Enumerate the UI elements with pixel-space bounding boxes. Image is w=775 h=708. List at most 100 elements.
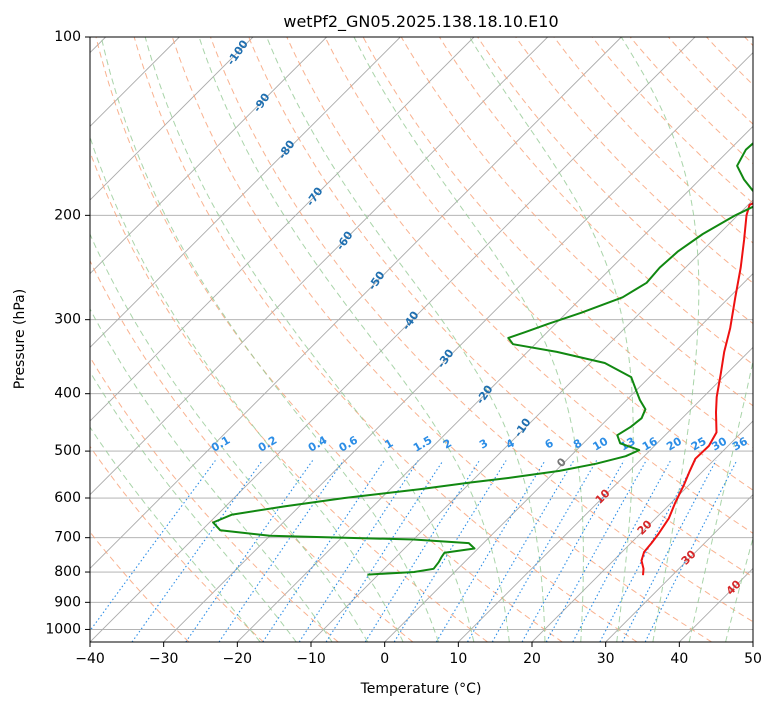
dry-adiabat — [362, 37, 753, 449]
dry-adiabat — [90, 356, 339, 642]
dry-adiabat — [629, 37, 753, 165]
x-tick-label: 20 — [523, 651, 541, 667]
moist-adiabat — [90, 232, 369, 642]
y-tick-label: 300 — [54, 312, 81, 328]
moist-adiabat — [725, 536, 753, 642]
wetbulb-label: 30 — [679, 547, 699, 567]
dry-adiabat — [90, 531, 190, 642]
isotherm-line — [531, 420, 753, 642]
background-lines — [90, 37, 753, 642]
moist-adiabat — [266, 37, 546, 642]
y-tick-label: 100 — [54, 29, 81, 45]
mixing-ratio-line — [364, 460, 480, 642]
wetbulb-label: 20 — [635, 517, 655, 537]
y-tick-label: 700 — [54, 530, 81, 546]
isotherm-line — [605, 494, 753, 642]
dry-adiabat — [400, 37, 753, 407]
mixing-ratio-label: 4 — [504, 436, 517, 451]
moist-adiabat — [90, 135, 404, 642]
isotherm-line — [90, 37, 548, 496]
y-tick-label: 900 — [54, 594, 81, 610]
x-tick-label: 10 — [449, 651, 467, 667]
mixing-ratio-line — [599, 460, 696, 642]
isotherm-line — [384, 273, 753, 642]
isotherm-line — [90, 37, 327, 275]
mixing-ratio-line — [218, 460, 344, 642]
mixing-ratio-line — [393, 460, 507, 642]
mixing-ratio-line — [435, 460, 546, 642]
y-axis-label: Pressure (hPa) — [12, 289, 28, 389]
x-tick-label: −30 — [149, 651, 179, 667]
x-tick-label: −20 — [223, 651, 253, 667]
sounding-profiles — [212, 142, 753, 576]
y-tick-label: 600 — [54, 490, 81, 506]
dry-adiabat — [591, 37, 753, 204]
mixing-ratio-line — [262, 460, 385, 642]
moist-adiabat — [469, 37, 634, 642]
plot-frame — [89, 36, 754, 643]
x-tick-label: 50 — [744, 651, 762, 667]
mixing-ratio-label: 2 — [441, 437, 454, 452]
chart-title: wetPf2_GN05.2025.138.18.10.E10 — [283, 12, 558, 32]
dry-adiabat — [90, 150, 488, 642]
moist-adiabat — [90, 370, 297, 642]
moist-adiabat — [90, 426, 261, 642]
mixing-ratio-line — [90, 460, 216, 632]
skewed-temp-label: -30 — [435, 347, 457, 371]
dry-adiabat — [90, 259, 414, 642]
dewpoint-profile-line — [212, 142, 753, 576]
dry-adiabat — [90, 445, 264, 642]
mixing-ratio-label: 3 — [477, 437, 490, 452]
skewed-temp-label: -10 — [512, 416, 534, 440]
isotherm-line — [90, 37, 475, 422]
x-tick-label: 40 — [670, 651, 688, 667]
y-tick-label: 1000 — [45, 621, 81, 637]
mixing-ratio-line — [185, 460, 314, 642]
isotherm-line — [310, 199, 753, 642]
dry-adiabat — [210, 37, 753, 623]
moist-adiabat — [353, 37, 584, 642]
mixing-ratio-line — [521, 460, 625, 642]
isotherm-line — [752, 641, 753, 642]
skewed-temp-label: -100 — [224, 37, 251, 67]
wetbulb-label: 0 — [554, 455, 569, 470]
y-tick-label: 800 — [54, 564, 81, 580]
isotherm-line — [458, 346, 753, 642]
moist-adiabat — [198, 37, 510, 642]
mixing-ratio-line — [644, 460, 738, 642]
mixing-ratio-line — [131, 460, 263, 642]
dry-adiabat — [133, 37, 638, 642]
moist-adiabat — [620, 37, 700, 642]
mixing-ratio-line — [491, 460, 598, 642]
mixing-ratio-label: 6 — [543, 436, 556, 451]
y-tick-label: 200 — [54, 207, 81, 223]
dry-adiabat — [706, 37, 753, 86]
isotherm-line — [90, 37, 254, 201]
y-tick-label: 500 — [54, 443, 81, 459]
dry-adiabat — [515, 37, 753, 284]
dry-adiabat — [171, 37, 712, 642]
moist-adiabat — [90, 308, 333, 642]
dry-adiabat — [324, 37, 753, 491]
wetbulb-label: 10 — [593, 486, 613, 506]
temperature-profile-line — [640, 202, 753, 576]
isotherm-line — [163, 52, 753, 642]
axes: −40 −30 −20 −10 0 10 20 30 40 5010009008007006005… — [45, 29, 762, 667]
mixing-ratio-line — [572, 460, 672, 642]
x-tick-label: 0 — [380, 651, 389, 667]
x-tick-label: −40 — [75, 651, 105, 667]
x-tick-label: 30 — [597, 651, 615, 667]
dry-adiabat — [248, 37, 753, 578]
y-tick-label: 400 — [54, 386, 81, 402]
mixing-ratio-line — [545, 460, 647, 642]
isotherm-line — [90, 37, 622, 569]
dry-adiabat — [668, 37, 753, 125]
dry-adiabat — [477, 37, 753, 325]
x-axis-label: Temperature (°C) — [360, 681, 482, 697]
isotherm-line — [90, 37, 401, 348]
moist-adiabat — [100, 37, 439, 642]
x-tick-label: −10 — [296, 651, 326, 667]
isotherm-line — [237, 125, 753, 642]
moist-adiabat — [144, 37, 475, 642]
